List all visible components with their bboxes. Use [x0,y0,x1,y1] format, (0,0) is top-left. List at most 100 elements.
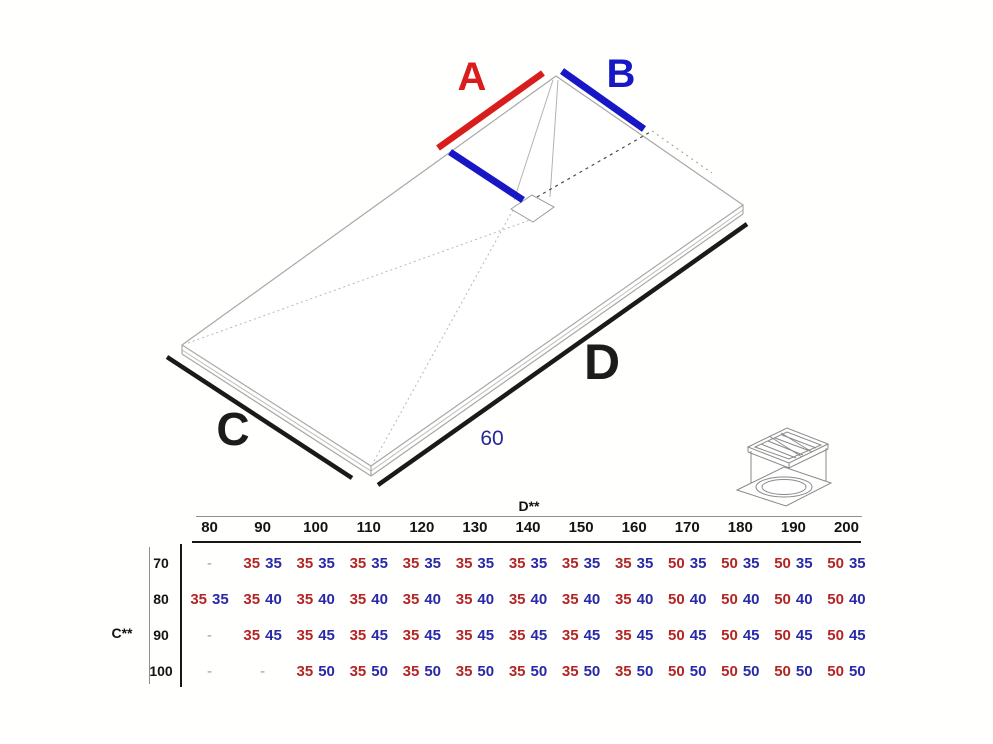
cell-value-a: 50 [827,590,844,608]
table-cell: 35 40 [236,591,289,608]
table-row: -35 45 35 45 35 45 35 45 35 45 35 45 35 45 35 45 50 45 50 4… [183,617,873,653]
cell-value-a: 35 [243,626,261,644]
column-header: 110 [356,519,381,536]
table-body-left-rule [180,544,182,687]
cell-value-b: 40 [689,590,707,608]
drain-width-marker-blue [448,149,525,203]
cell-value-a: 35 [402,662,420,680]
cell-value-a: 35 [614,554,632,572]
table-cell: 35 35 [289,555,342,572]
cell-value-b: 50 [689,662,707,680]
row-header: 70 [153,555,169,571]
table-cell: 50 50 [714,663,767,680]
cell-value-b: 40 [265,590,282,608]
cell-value-a: 35 [455,554,473,572]
table-cell: 35 45 [501,627,554,644]
measure-line-b-blue [559,68,647,132]
fold-line-apex-right [549,79,559,198]
cell-value-a: 50 [721,590,738,608]
table-cell: - [236,663,289,680]
cell-value-b: 35 [530,554,548,572]
column-header: 150 [568,519,594,536]
table-row: 35 35 35 40 35 40 35 40 35 40 35 40 35 40 35 40 35 40 50 40… [183,581,873,617]
cell-value-a: 35 [296,626,314,644]
column-header: 130 [462,519,488,536]
cell-value-a: 35 [402,590,420,608]
cell-value-a: 35 [561,662,579,680]
cell-value-b: 35 [371,554,388,572]
cell-value-b: 45 [795,626,813,644]
cell-value-a: 35 [349,662,367,680]
column-header: 80 [201,519,218,536]
cell-value-b: 50 [371,662,388,680]
column-header: 180 [727,519,753,536]
table-cell: 50 45 [661,627,714,644]
table-header-row: 80 90 100 110 120 130 140 150 160 170 180 190 200 [183,519,873,537]
row-header: 80 [153,591,169,607]
drain-offset-dashed-line [536,130,653,198]
cell-value-a: 50 [668,590,685,608]
cell-value-a: 35 [190,590,208,608]
cell-value-a: 35 [402,554,420,572]
table-cell: 35 35 [395,555,448,572]
table-cell: 35 40 [448,591,501,608]
cell-value-b: 45 [530,626,548,644]
cell-value-b: 45 [583,626,601,644]
table-row: -35 35 35 35 35 35 35 35 35 35 35 35 35 35 35 35 50 35 50 3… [183,545,873,581]
cell-value-a: 35 [614,662,632,680]
table-cell: 50 40 [661,591,714,608]
cell-value-a: 35 [508,662,526,680]
column-header: 140 [515,519,541,536]
table-cell: 35 45 [555,627,608,644]
label-drain-offset: 60 [480,427,504,450]
table-cell: 50 35 [767,555,820,572]
table-cell: 35 40 [501,591,554,608]
cell-value-b: 35 [848,554,866,572]
column-header: 170 [674,519,700,536]
cell-value-b: 45 [424,626,442,644]
cell-value-a: 35 [614,626,632,644]
cell-value-b: 45 [265,626,282,644]
table-cell: 50 45 [767,627,820,644]
table-body: -35 35 35 35 35 35 35 35 35 35 35 35 35 35 35 35 50 35 50 3… [183,545,873,689]
column-header: 90 [254,519,271,536]
table-cell: 35 40 [289,591,342,608]
label-d: D [583,334,621,390]
cell-value-a: 35 [561,590,579,608]
fold-line-apex-left [513,79,554,201]
cell-value-a: 50 [774,662,791,680]
table-cell: 35 35 [448,555,501,572]
cell-value-b: 40 [477,590,495,608]
table-cell: 35 35 [555,555,608,572]
cell-value-b: 50 [848,662,866,680]
cell-value-a: 50 [721,554,738,572]
cell-value-a: 50 [721,662,738,680]
table-cell: 35 45 [342,627,395,644]
table-cell: 35 50 [289,663,342,680]
cell-value-a: 50 [668,554,685,572]
cell-value-b: 50 [530,662,548,680]
table-cell: 35 50 [608,663,661,680]
cell-value-b: 45 [848,626,866,644]
table-cell: 35 35 [501,555,554,572]
table-cell: 35 45 [608,627,661,644]
table-cell: 35 45 [448,627,501,644]
cell-value-b: 50 [636,662,654,680]
cell-value-a: 35 [508,626,526,644]
row-header: 100 [149,663,173,679]
cell-value-b: 40 [742,590,760,608]
measure-line-a-red [436,70,545,151]
label-b: B [606,52,636,96]
cell-value-a: 35 [614,590,632,608]
table-cell: - [183,663,236,680]
table-cell: 35 40 [555,591,608,608]
cell-value-b: 45 [636,626,654,644]
cell-value-b: 35 [318,554,335,572]
table-cell: 50 45 [714,627,767,644]
row-label-column: 70 80 90 100 [144,545,178,689]
table-cell: 50 35 [714,555,767,572]
cell-value-a: 50 [721,626,738,644]
cell-value-a: 35 [561,626,579,644]
cell-value-a: 35 [349,554,367,572]
cell-value-a: 50 [774,626,791,644]
